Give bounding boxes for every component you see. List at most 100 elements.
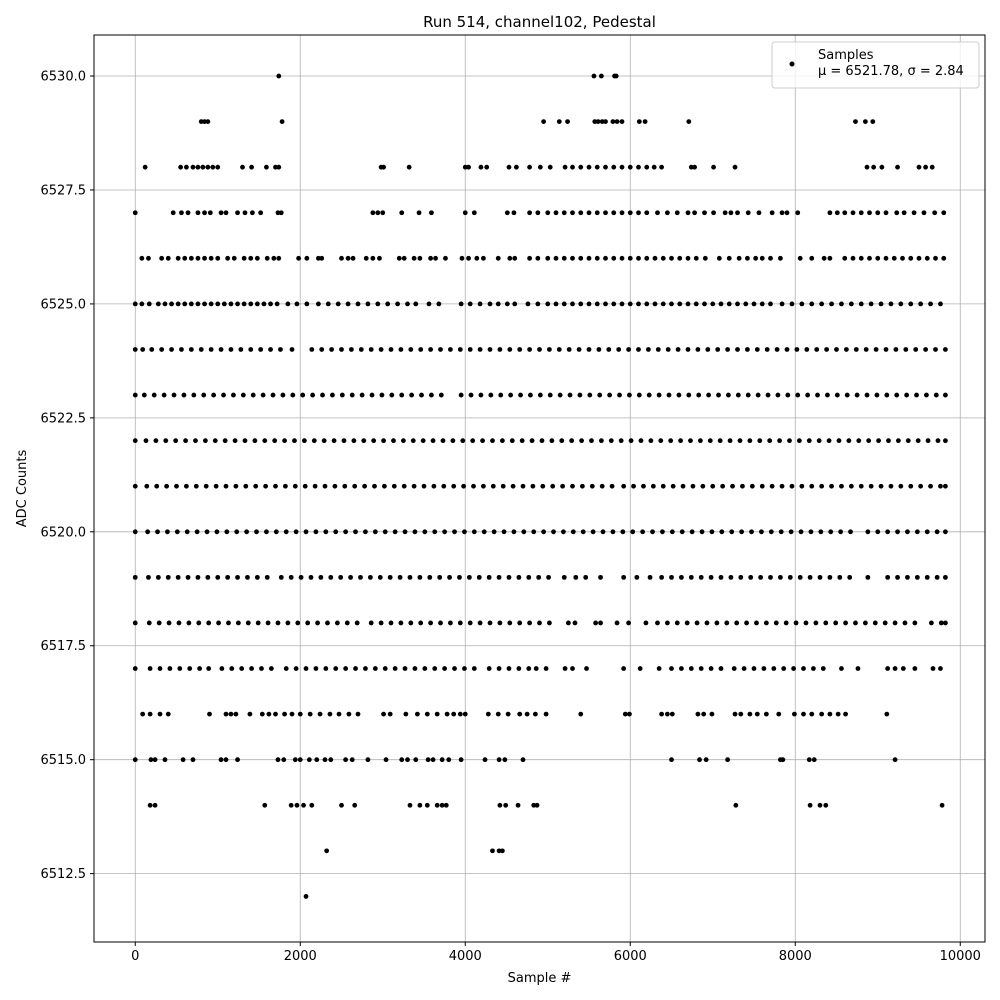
data-point [170,210,176,216]
data-point [879,164,885,170]
data-point [685,347,691,352]
data-point [644,255,650,261]
data-point [235,210,240,216]
data-point [462,666,467,671]
data-point [547,620,552,626]
data-point [650,529,655,535]
data-point [188,255,194,261]
data-point [607,392,613,398]
data-point [759,255,765,261]
data-point [905,438,911,444]
data-point [941,210,947,216]
data-point [806,438,812,444]
data-point [478,392,484,398]
data-point [477,347,483,352]
data-point [599,483,605,489]
data-point [278,574,284,580]
data-point [294,802,300,808]
data-point [144,483,150,489]
data-point [417,255,423,261]
data-point [692,210,697,216]
data-point [545,255,551,261]
data-point [716,392,721,398]
data-point [495,301,501,307]
data-point [865,574,871,580]
data-point [561,529,566,535]
data-point [570,255,575,261]
data-point [179,347,184,352]
data-point [509,438,515,444]
data-point [895,438,901,444]
data-point [432,666,438,671]
data-point [175,574,181,580]
data-point [510,483,516,489]
data-point [834,210,840,216]
data-point [495,255,501,261]
data-point [254,255,260,261]
data-point [388,347,394,352]
data-point [735,301,740,307]
data-point [553,255,559,261]
data-point [276,164,282,170]
data-point [261,301,267,307]
data-point [918,301,924,307]
data-point [611,255,617,261]
data-point [769,483,775,489]
data-point [487,347,493,352]
data-point [529,438,535,444]
data-point [908,255,914,261]
data-point [517,620,523,626]
data-point [895,574,900,580]
data-point [231,255,237,261]
data-point [569,438,575,444]
data-point [159,255,165,261]
data-point [430,438,436,444]
data-point [266,711,272,717]
data-point [370,255,376,261]
data-point [933,255,938,261]
data-point [695,711,701,717]
data-point [779,483,785,489]
data-point [627,392,632,398]
data-point [904,392,910,398]
data-point [210,164,216,170]
data-point [263,483,268,489]
legend-box [771,41,980,89]
data-point [302,483,308,489]
data-point [499,438,505,444]
data-point [722,210,728,216]
data-point [768,574,773,580]
data-point [323,666,329,671]
data-point [427,574,433,580]
data-point [854,392,860,398]
data-point [180,757,186,763]
data-point [271,255,277,261]
data-point [518,392,523,398]
data-point [570,164,575,170]
data-point [516,574,522,580]
data-point [769,210,775,216]
data-point [941,255,947,261]
data-point [732,711,738,717]
legend-marker [789,61,795,67]
data-point [527,164,532,170]
data-point [151,392,157,398]
data-point [570,529,576,535]
x-tick-label: 8000 [779,949,812,964]
data-point [928,620,934,626]
data-point [471,666,477,671]
data-point [438,392,444,398]
data-point [545,210,551,216]
data-point [484,164,490,170]
data-point [933,347,938,352]
data-point [351,438,357,444]
data-point [190,164,196,170]
data-point [888,301,894,307]
data-point [738,711,744,717]
data-point [757,438,763,444]
data-point [282,711,287,717]
data-point [595,119,601,124]
data-point [664,620,670,626]
data-point [526,574,532,580]
data-point [327,711,333,717]
